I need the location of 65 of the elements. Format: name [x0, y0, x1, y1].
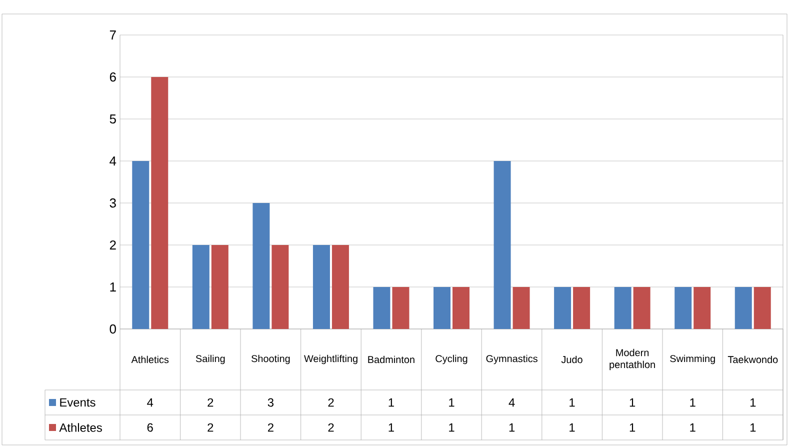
- x-tick-label: Badminton: [368, 356, 414, 364]
- bar: [392, 286, 410, 329]
- bar: [674, 286, 692, 329]
- bar: [573, 286, 590, 329]
- x-tick-label: Swimming: [670, 354, 715, 364]
- x-tick-label: Taekwondo: [728, 356, 778, 364]
- data-label: 1: [570, 398, 575, 407]
- data-label: 2: [208, 423, 214, 432]
- y-tick-label: 3: [110, 198, 116, 208]
- legend-label: Events: [60, 398, 96, 407]
- y-tick-label: 1: [110, 282, 116, 292]
- x-tick-label: Sailing: [196, 354, 225, 364]
- data-label: 1: [388, 423, 394, 432]
- bar: [332, 244, 349, 329]
- bar: [434, 286, 451, 329]
- data-label: 1: [449, 423, 454, 432]
- bar: [734, 286, 752, 329]
- y-tick-label: 6: [110, 72, 116, 82]
- data-label: 1: [388, 398, 394, 407]
- data-label: 2: [328, 423, 334, 432]
- x-tick-label: Gymnastics: [486, 354, 538, 364]
- data-label: 1: [690, 423, 696, 432]
- data-label: 2: [208, 398, 214, 407]
- y-tick-label: 4: [110, 156, 116, 166]
- bar: [554, 286, 572, 329]
- bar: [373, 286, 390, 329]
- y-tick-label: 0: [110, 324, 116, 334]
- x-tick-label: Modern pentathlon: [610, 348, 655, 370]
- data-label: 2: [328, 398, 334, 407]
- data-label: 1: [449, 398, 454, 407]
- bar: [452, 286, 470, 329]
- data-label: 1: [630, 398, 636, 407]
- bar: [614, 286, 632, 329]
- bar: [754, 286, 771, 329]
- x-tick-label: Athletics: [131, 356, 169, 364]
- y-tick-label: 7: [110, 30, 116, 40]
- bar: [272, 244, 289, 329]
- bar: [151, 76, 168, 329]
- bar: [211, 244, 228, 329]
- data-label: 1: [750, 423, 756, 432]
- data-label: 4: [508, 398, 515, 407]
- data-label: 3: [268, 398, 274, 407]
- bar: [192, 244, 210, 329]
- bar: [494, 160, 511, 329]
- data-label: 6: [147, 423, 153, 432]
- data-label: 1: [570, 423, 575, 432]
- x-tick-label: Cycling: [436, 354, 468, 364]
- bar: [252, 202, 270, 329]
- data-label: 4: [147, 398, 154, 407]
- bar: [312, 244, 330, 329]
- bar: [512, 286, 530, 329]
- data-label: 1: [690, 398, 696, 407]
- data-label: 1: [509, 423, 515, 432]
- data-label: 2: [268, 423, 274, 432]
- x-tick-label: Judo: [561, 356, 582, 364]
- legend-label: Athletes: [59, 423, 102, 432]
- bar: [132, 160, 150, 329]
- data-label: 1: [750, 398, 756, 407]
- x-tick-label: Shooting: [251, 354, 290, 364]
- x-tick-label: Weightlifting: [304, 354, 358, 364]
- bar: [633, 286, 650, 329]
- y-tick-label: 5: [110, 114, 116, 124]
- bar: [694, 286, 711, 329]
- y-tick-label: 2: [110, 240, 116, 250]
- data-label: 1: [630, 423, 636, 432]
